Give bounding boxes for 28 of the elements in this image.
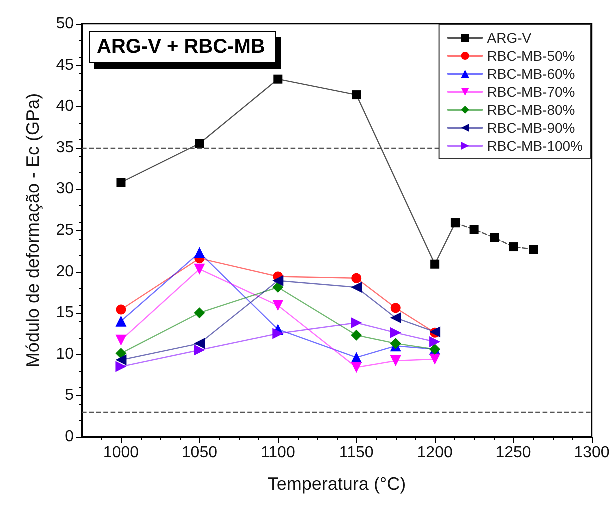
y-tick-label: 5 xyxy=(65,387,74,404)
legend-label: RBC-MB-70% xyxy=(487,84,576,100)
legend-label: RBC-MB-100% xyxy=(487,138,584,154)
x-tick-label: 1300 xyxy=(574,444,610,462)
legend-label: RBC-MB-60% xyxy=(487,66,576,82)
y-tick-label: 40 xyxy=(56,98,74,116)
legend-label: RBC-MB-80% xyxy=(487,102,576,118)
y-tick-label: 15 xyxy=(56,304,74,322)
y-axis-title: Módulo de deformação - Ec (GPa) xyxy=(23,93,43,368)
y-tick-label: 50 xyxy=(56,16,74,32)
y-tick-label: 20 xyxy=(56,263,74,280)
legend-label: RBC-MB-90% xyxy=(487,120,576,136)
x-tick-label: 1000 xyxy=(103,444,140,462)
x-tick-label: 1150 xyxy=(339,444,374,462)
x-tick-label: 1200 xyxy=(417,444,453,462)
x-tick-label: 1100 xyxy=(260,444,296,462)
y-tick-label: 30 xyxy=(56,180,74,198)
x-tick-label: 1050 xyxy=(182,444,218,462)
y-tick-label: 25 xyxy=(56,222,74,239)
legend-label: ARG-V xyxy=(487,30,532,46)
y-tick-label: 10 xyxy=(56,346,74,363)
text: ARG-V + RBC-MB xyxy=(97,36,266,58)
x-tick-label: 1250 xyxy=(496,444,532,462)
legend-label: RBC-MB-50% xyxy=(487,48,576,64)
x-axis-title: Temperatura (°C) xyxy=(268,474,406,494)
y-tick-label: 0 xyxy=(65,428,74,446)
y-tick-label: 45 xyxy=(56,56,74,74)
y-tick-label: 35 xyxy=(56,139,74,156)
